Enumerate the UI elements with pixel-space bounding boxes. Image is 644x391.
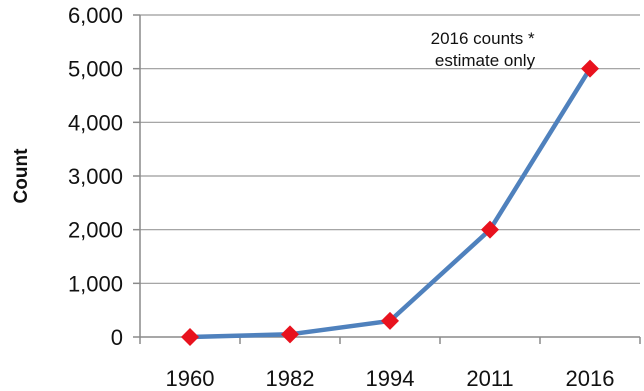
x-tick-label: 1982	[266, 366, 315, 391]
y-axis-label: Count	[11, 148, 32, 204]
x-tick-label: 2016	[566, 366, 615, 391]
y-tick-label: 5,000	[68, 57, 123, 82]
y-tick-label: 1,000	[68, 271, 123, 296]
data-point-marker	[181, 328, 199, 346]
x-tick-label: 1960	[166, 366, 215, 391]
y-tick-label: 3,000	[68, 164, 123, 189]
y-tick-label: 0	[111, 325, 123, 350]
data-markers	[181, 59, 599, 346]
data-point-marker	[381, 311, 399, 330]
annotation-line-1: 2016 counts *	[431, 29, 535, 48]
x-tick-label: 1994	[366, 366, 415, 391]
data-point-marker	[281, 325, 299, 344]
gridlines	[140, 14, 640, 284]
x-tick-label: 2011	[466, 366, 513, 391]
y-tick-labels: 0 1,000 2,000 3,000 4,000 5,000 6,000	[68, 3, 140, 350]
y-tick-label: 4,000	[68, 110, 123, 135]
data-point-marker	[581, 59, 599, 78]
annotation-line-2: estimate only	[435, 51, 536, 70]
x-tick-labels: 1960 1982 1994 2011 2016	[139, 337, 641, 391]
y-tick-label: 6,000	[68, 3, 123, 28]
y-tick-label: 2,000	[68, 218, 123, 243]
annotation: 2016 counts * estimate only	[431, 29, 540, 70]
data-point-marker	[481, 220, 499, 239]
